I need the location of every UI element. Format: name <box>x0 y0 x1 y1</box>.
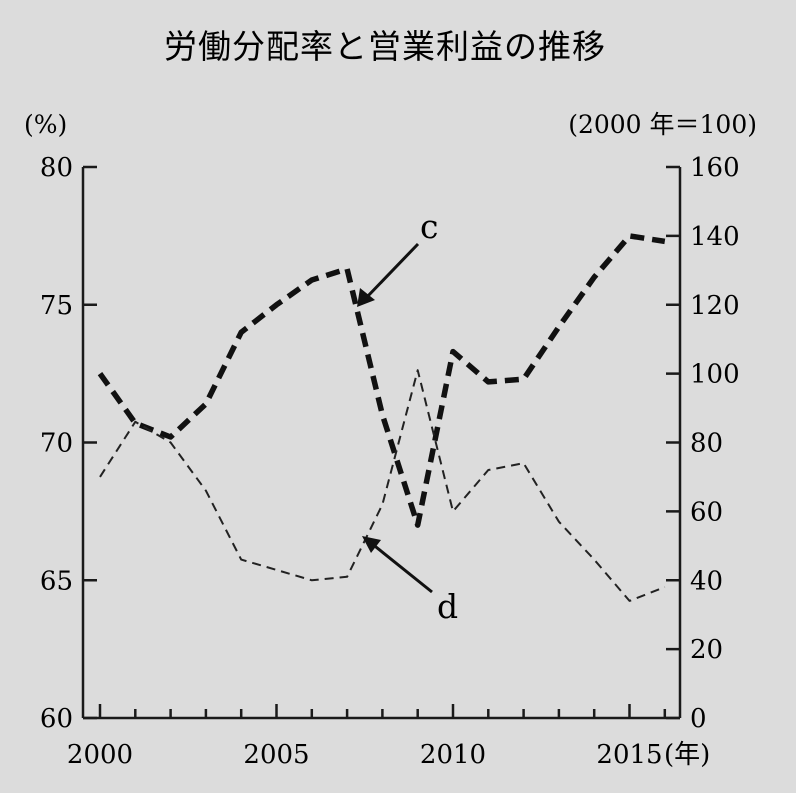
left-axis-unit: (%) <box>24 110 67 139</box>
x-tick-label: 2015 <box>596 740 662 770</box>
annotation-label-c: c <box>420 207 438 246</box>
annotation-arrow-c <box>364 242 420 300</box>
right-axis-unit: (2000 年＝100) <box>568 110 757 139</box>
x-tick-label: 2005 <box>243 740 309 770</box>
annotation-arrow-d <box>370 541 433 594</box>
annotation-label-d: d <box>437 587 458 626</box>
x-tick-label: 2010 <box>420 740 486 770</box>
right-tick-label: 60 <box>690 497 723 527</box>
series-layer <box>97 233 666 602</box>
left-tick-label: 60 <box>40 704 73 734</box>
series-line-d <box>99 369 666 602</box>
right-tick-label: 120 <box>690 291 740 321</box>
right-tick-label: 40 <box>690 566 723 596</box>
axes: 80 75 70 65 60 160 140 120 100 80 60 40 20 0 2000 2005 2… <box>40 153 740 770</box>
left-tick-label: 70 <box>40 429 73 459</box>
right-tick-label: 100 <box>690 360 740 390</box>
right-tick-label: 80 <box>690 429 723 459</box>
right-tick-label: 20 <box>690 635 723 665</box>
annotation-arrowhead-c <box>357 288 375 307</box>
right-tick-label: 160 <box>690 153 740 183</box>
right-tick-label: 140 <box>690 222 740 252</box>
left-tick-label: 75 <box>40 291 73 321</box>
x-tick-label: 2000 <box>67 740 133 770</box>
annotation-arrowhead-d <box>362 536 381 553</box>
chart-title: 労働分配率と営業利益の推移 <box>164 27 606 66</box>
right-tick-label: 0 <box>690 704 707 734</box>
left-tick-label: 80 <box>40 153 73 183</box>
left-tick-label: 65 <box>40 566 73 596</box>
x-axis-unit: (年) <box>664 740 710 770</box>
